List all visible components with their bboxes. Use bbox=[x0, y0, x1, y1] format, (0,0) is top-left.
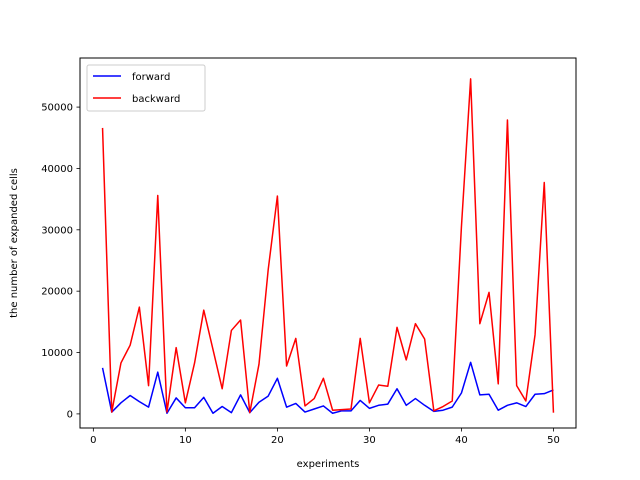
x-tick-label: 40 bbox=[455, 435, 468, 446]
x-tick-label: 20 bbox=[271, 435, 284, 446]
y-tick-label: 10000 bbox=[41, 348, 73, 359]
series-line-forward bbox=[101, 361, 554, 415]
y-tick-label: 50000 bbox=[41, 103, 73, 114]
y-axis-label: the number of expanded cells bbox=[9, 168, 20, 318]
legend-label-forward: forward bbox=[132, 72, 170, 83]
series-layer bbox=[101, 78, 555, 415]
x-axis: 0 10 20 30 40 50 bbox=[90, 428, 560, 446]
x-tick-label: 50 bbox=[547, 435, 560, 446]
x-tick-label: 0 bbox=[90, 435, 96, 446]
series-line-backward bbox=[101, 78, 555, 414]
plot-area-frame bbox=[79, 57, 577, 429]
x-axis-label: experiments bbox=[297, 459, 360, 470]
x-tick-label: 30 bbox=[363, 435, 376, 446]
legend: forward backward bbox=[86, 64, 206, 112]
legend-label-backward: backward bbox=[132, 94, 180, 105]
y-tick-label: 0 bbox=[67, 409, 73, 420]
y-tick-label: 20000 bbox=[41, 287, 73, 298]
y-axis: 0 10000 20000 30000 40000 50000 bbox=[41, 103, 80, 420]
y-tick-label: 30000 bbox=[41, 225, 73, 236]
y-tick-label: 40000 bbox=[41, 164, 73, 175]
x-tick-label: 10 bbox=[179, 435, 192, 446]
